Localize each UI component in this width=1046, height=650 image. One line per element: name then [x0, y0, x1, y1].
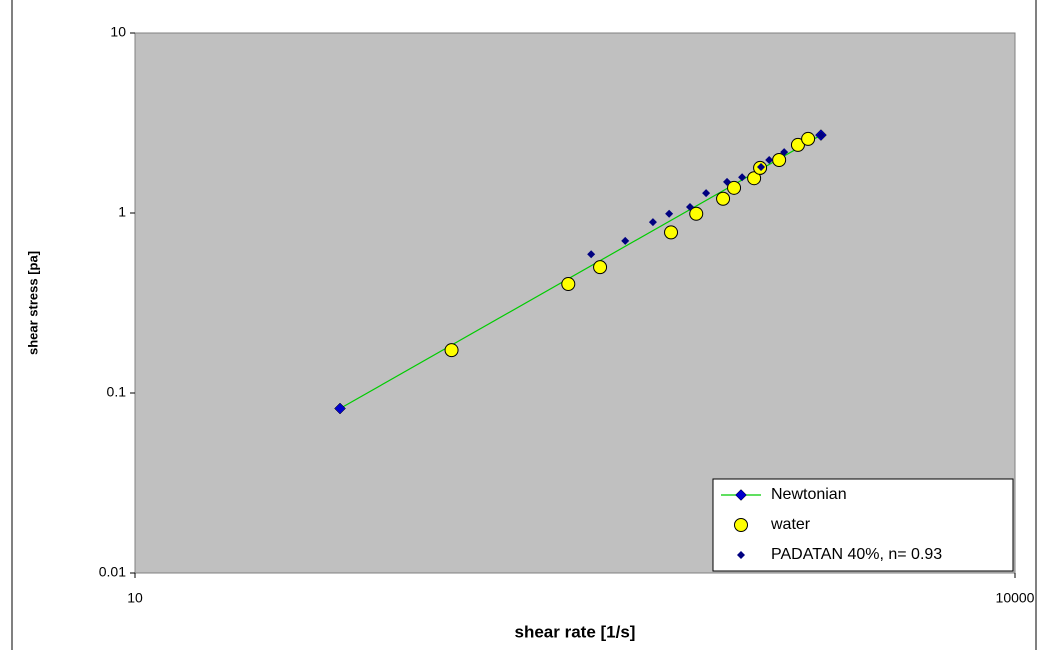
y-tick-label: 10 [110, 24, 126, 40]
point [717, 192, 730, 205]
x-tick-label: 10000 [996, 590, 1035, 606]
legend-label: PADATAN 40%, n= 0.93 [771, 546, 942, 563]
legend-marker [735, 519, 748, 532]
y-tick-label: 0.1 [107, 384, 127, 400]
point [445, 344, 458, 357]
point [665, 226, 678, 239]
legend-label: water [770, 516, 811, 533]
legend-label: Newtonian [771, 486, 847, 503]
point [594, 261, 607, 274]
y-tick-label: 1 [118, 204, 126, 220]
point [802, 132, 815, 145]
y-axis-label: shear stress [pa] [25, 251, 40, 355]
chart: shear rate [1/s] shear stress [pa] 0.01 0… [0, 0, 1046, 650]
point [562, 278, 575, 291]
y-tick-label: 0.01 [99, 564, 126, 580]
x-tick-label: 10 [127, 590, 143, 606]
x-axis-label: shear rate [1/s] [515, 622, 636, 641]
